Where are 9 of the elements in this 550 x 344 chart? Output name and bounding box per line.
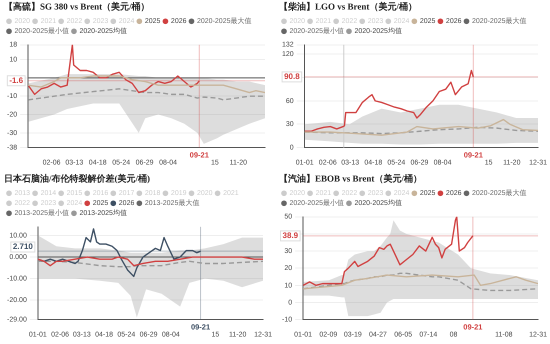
chart-title: 【柴油】LGO vs Brent（美元/桶） [279, 2, 417, 12]
line-series [304, 126, 538, 134]
ref-line-label: 90.8 [284, 72, 300, 82]
chart-title: 日本石脑油/布伦特裂解价差(美元/桶) [4, 174, 150, 184]
ref-line-label: -1.6 [9, 76, 24, 85]
ref-line-label: 38.9 [282, 231, 299, 240]
ref-line-label: 2.710 [12, 242, 34, 252]
chart-title: 【汽油】EBOB vs Brent（美元/桶） [279, 174, 422, 184]
chart-title: 【高硫】SG 380 vs Brent（美元/桶） [4, 2, 150, 12]
